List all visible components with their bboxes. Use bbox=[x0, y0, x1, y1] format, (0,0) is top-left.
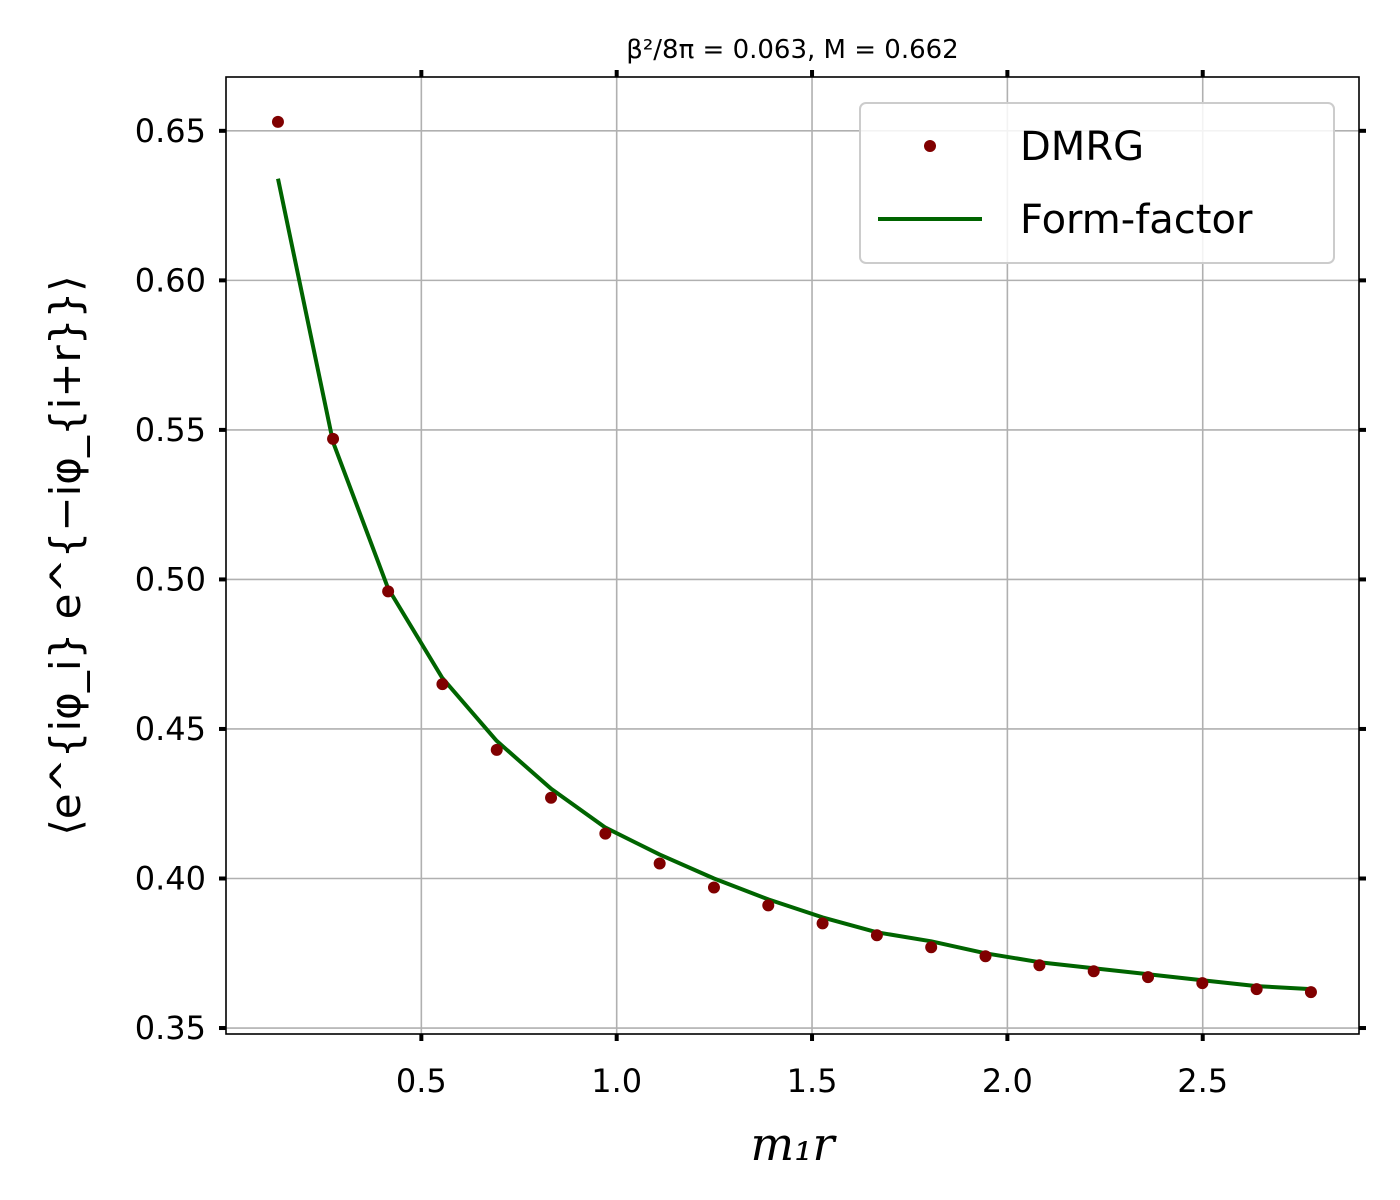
dmrg-point bbox=[816, 917, 829, 930]
chart-title: β²/8π = 0.063, M = 0.662 bbox=[626, 35, 958, 65]
dmrg-point bbox=[762, 899, 775, 912]
legend-marker-dmrg bbox=[924, 140, 936, 152]
legend-box bbox=[859, 102, 1335, 264]
legend-label: Form-factor bbox=[1020, 197, 1253, 243]
dmrg-point bbox=[653, 857, 666, 870]
dmrg-point bbox=[271, 115, 284, 128]
dmrg-point bbox=[1304, 986, 1317, 999]
x-tick-label: 2.5 bbox=[1177, 1062, 1228, 1100]
axes: 0.5 1.0 1.5 2.0 2.5 0.35 0.40 0.45 0.50 0.55 0.60 0… bbox=[41, 70, 1366, 1171]
dmrg-point bbox=[979, 950, 992, 963]
dmrg-point bbox=[327, 432, 340, 445]
dmrg-point bbox=[382, 585, 395, 598]
y-tick-label: 0.45 bbox=[135, 710, 206, 748]
dmrg-point bbox=[707, 881, 720, 894]
dmrg-point bbox=[1142, 971, 1155, 984]
dmrg-point bbox=[436, 678, 449, 691]
dmrg-point bbox=[1250, 983, 1263, 996]
dmrg-point bbox=[925, 941, 938, 954]
x-tick-label: 2.0 bbox=[982, 1062, 1033, 1100]
dmrg-point bbox=[1033, 959, 1046, 972]
dmrg-point bbox=[1087, 965, 1100, 978]
legend-label: DMRG bbox=[1020, 124, 1144, 170]
x-tick-label: 1.0 bbox=[591, 1062, 642, 1100]
x-tick-label: 1.5 bbox=[787, 1062, 838, 1100]
y-tick-label: 0.35 bbox=[135, 1009, 206, 1047]
dmrg-point bbox=[870, 929, 883, 942]
y-tick-label: 0.40 bbox=[135, 859, 206, 897]
dmrg-point bbox=[490, 743, 503, 756]
dmrg-point bbox=[545, 791, 558, 804]
dmrg-point bbox=[1196, 977, 1209, 990]
grid-lines bbox=[226, 77, 1359, 1034]
y-tick-label: 0.60 bbox=[135, 261, 206, 299]
plot-series bbox=[271, 115, 1317, 999]
x-tick-label: 0.5 bbox=[396, 1062, 447, 1100]
y-tick-label: 0.50 bbox=[135, 560, 206, 598]
x-axis-label: m₁r bbox=[750, 1117, 837, 1171]
dmrg-point bbox=[599, 827, 612, 840]
y-tick-label: 0.55 bbox=[135, 411, 206, 449]
legend: DMRG Form-factor bbox=[859, 102, 1335, 264]
y-axis-label: ⟨e^{iφ_i} e^{−iφ_{i+r}}⟩ bbox=[41, 275, 90, 835]
y-tick-label: 0.65 bbox=[135, 112, 206, 150]
form-factor-line bbox=[276, 178, 1312, 992]
plot-frame bbox=[225, 76, 1360, 1035]
